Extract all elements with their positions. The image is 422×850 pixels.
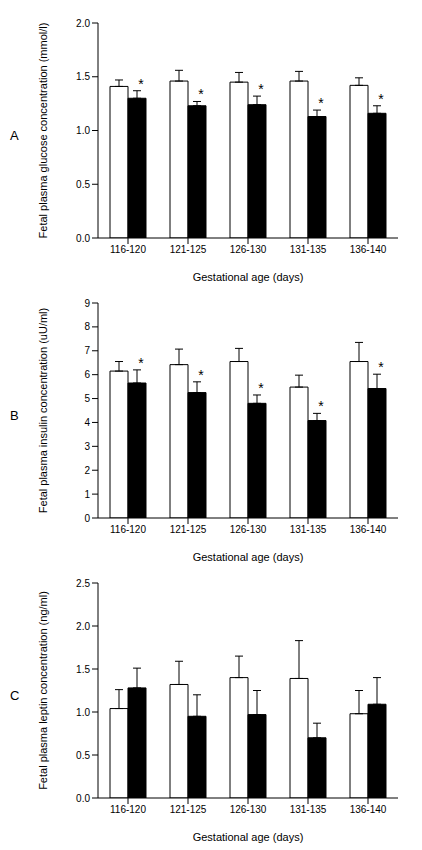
svg-text:121-125: 121-125 bbox=[170, 244, 207, 255]
html-text:C: C bbox=[10, 688, 20, 703]
svg-text:2.5: 2.5 bbox=[76, 578, 90, 589]
svg-text:4: 4 bbox=[84, 417, 90, 428]
svg-text:1.0: 1.0 bbox=[76, 125, 90, 136]
svg-text:0.0: 0.0 bbox=[76, 233, 90, 244]
svg-text:*: * bbox=[318, 398, 324, 414]
svg-text:1.0: 1.0 bbox=[76, 707, 90, 718]
svg-text:1: 1 bbox=[84, 489, 90, 500]
svg-text:1.5: 1.5 bbox=[76, 664, 90, 675]
svg-text:*: * bbox=[378, 359, 384, 375]
svg-text:116-120: 116-120 bbox=[110, 524, 146, 535]
html-text:A: A bbox=[10, 128, 19, 143]
svg-text:*: * bbox=[258, 380, 264, 396]
svg-text:7: 7 bbox=[84, 345, 90, 356]
svg-text:3: 3 bbox=[84, 441, 90, 452]
svg-text:Gestational age (days): Gestational age (days) bbox=[193, 831, 304, 843]
svg-text:1.5: 1.5 bbox=[76, 71, 90, 82]
svg-text:0: 0 bbox=[84, 513, 90, 524]
svg-text:8: 8 bbox=[84, 321, 90, 332]
svg-text:136-140: 136-140 bbox=[350, 244, 387, 255]
svg-text:*: * bbox=[138, 355, 144, 371]
svg-text:9: 9 bbox=[84, 298, 90, 309]
svg-text:Gestational age (days): Gestational age (days) bbox=[193, 271, 304, 283]
svg-text:126-130: 126-130 bbox=[230, 804, 267, 815]
svg-text:Fetal plasma leptin concentrat: Fetal plasma leptin concentration (ng/ml… bbox=[37, 591, 49, 790]
svg-text:131-135: 131-135 bbox=[290, 804, 327, 815]
svg-text:136-140: 136-140 bbox=[350, 804, 387, 815]
svg-text:6: 6 bbox=[84, 369, 90, 380]
svg-text:0.5: 0.5 bbox=[76, 750, 90, 761]
html-text:B: B bbox=[10, 408, 19, 423]
svg-text:*: * bbox=[258, 81, 264, 97]
svg-text:*: * bbox=[198, 367, 204, 383]
svg-text:126-130: 126-130 bbox=[230, 524, 267, 535]
svg-text:Fetal plasma glucose concentra: Fetal plasma glucose concentration (mmol… bbox=[37, 23, 49, 239]
svg-text:2: 2 bbox=[84, 465, 90, 476]
svg-text:*: * bbox=[378, 91, 384, 107]
svg-text:2.0: 2.0 bbox=[76, 18, 90, 29]
svg-text:2.0: 2.0 bbox=[76, 621, 90, 632]
svg-text:0.5: 0.5 bbox=[76, 179, 90, 190]
svg-text:136-140: 136-140 bbox=[350, 524, 387, 535]
svg-text:Gestational age (days): Gestational age (days) bbox=[193, 551, 304, 563]
svg-text:126-130: 126-130 bbox=[230, 244, 267, 255]
svg-text:131-135: 131-135 bbox=[290, 524, 327, 535]
svg-text:*: * bbox=[198, 86, 204, 102]
svg-text:*: * bbox=[318, 95, 324, 111]
svg-text:121-125: 121-125 bbox=[170, 804, 207, 815]
svg-text:116-120: 116-120 bbox=[110, 804, 146, 815]
svg-text:Fetal plasma insulin concentra: Fetal plasma insulin concentration (uU/m… bbox=[37, 308, 49, 513]
svg-text:131-135: 131-135 bbox=[290, 244, 327, 255]
svg-text:121-125: 121-125 bbox=[170, 524, 207, 535]
svg-text:5: 5 bbox=[84, 393, 90, 404]
svg-text:0.0: 0.0 bbox=[76, 793, 90, 804]
svg-text:116-120: 116-120 bbox=[110, 244, 146, 255]
svg-text:*: * bbox=[138, 76, 144, 92]
